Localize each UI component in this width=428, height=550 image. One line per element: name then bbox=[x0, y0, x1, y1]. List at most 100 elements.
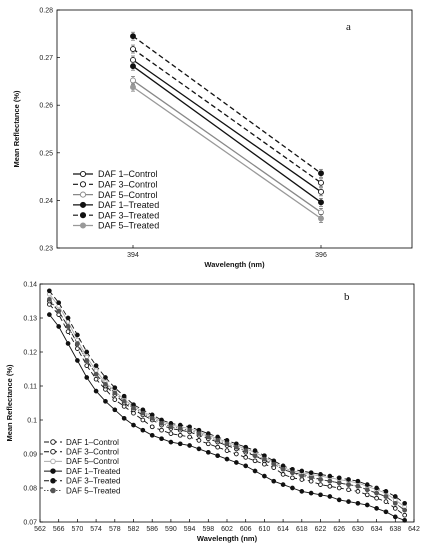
data-point-b bbox=[243, 463, 249, 469]
legend-label-b: DAF 5–Control bbox=[66, 457, 119, 466]
data-point-b bbox=[84, 349, 90, 355]
data-point-b bbox=[327, 473, 333, 479]
x-tick-label-b: 602 bbox=[221, 526, 233, 533]
data-point-b bbox=[243, 455, 249, 460]
x-tick-label-b: 626 bbox=[333, 526, 345, 533]
legend-label-a: DAF 3–Treated bbox=[98, 210, 159, 220]
data-point-b bbox=[280, 466, 286, 472]
data-point-b bbox=[168, 424, 174, 430]
data-point-b bbox=[103, 375, 108, 380]
data-point-b bbox=[196, 438, 202, 443]
x-tick-label-b: 578 bbox=[109, 526, 121, 533]
y-tick-label-a: 0.23 bbox=[39, 246, 53, 253]
legend-marker-a bbox=[79, 181, 87, 188]
y-tick-label-b: 0.11 bbox=[24, 384, 37, 391]
data-point-b bbox=[75, 341, 80, 346]
plot-frame-a bbox=[56, 9, 413, 249]
x-tick-label-b: 606 bbox=[240, 526, 252, 533]
data-point-b bbox=[215, 438, 220, 443]
data-point-b bbox=[290, 470, 295, 476]
data-point-b bbox=[252, 468, 258, 474]
data-point-b bbox=[402, 512, 407, 518]
data-point-b bbox=[262, 456, 267, 462]
data-point-b bbox=[196, 431, 202, 436]
data-point-b bbox=[177, 426, 183, 431]
legend-marker-b bbox=[50, 448, 56, 455]
chart-panel-b: 0.07 0.08 0.09 0.1 0.11 0.12 0.13 0.14 562 566 570… bbox=[5, 282, 420, 544]
data-point-b bbox=[205, 449, 211, 455]
legend-label-b: DAF 3–Control bbox=[66, 448, 119, 457]
x-tick-label-b: 590 bbox=[165, 526, 177, 533]
data-point-b bbox=[346, 477, 351, 482]
series-line-a-2 bbox=[132, 48, 322, 184]
x-tick-label-b: 586 bbox=[146, 526, 158, 533]
data-point-b bbox=[299, 473, 305, 479]
legend-marker-a bbox=[79, 191, 87, 198]
y-tick-label-a: 0.24 bbox=[39, 198, 53, 205]
data-point-b bbox=[75, 358, 80, 363]
legend-marker-b bbox=[50, 478, 56, 484]
panel-label-b: b bbox=[344, 291, 350, 303]
y-tick-label-b: 0.08 bbox=[23, 486, 37, 493]
data-point-b bbox=[65, 341, 71, 346]
data-point-a bbox=[318, 199, 324, 206]
legend-label-a: DAF 1–Control bbox=[98, 169, 158, 179]
data-point-b bbox=[65, 315, 71, 321]
data-point-b bbox=[308, 475, 314, 481]
y-tick-label-a: 0.28 bbox=[39, 8, 53, 15]
data-point-a bbox=[318, 179, 324, 186]
data-point-b bbox=[56, 300, 62, 306]
series-line-b-2 bbox=[49, 300, 405, 511]
y-tick-label-b: 0.14 bbox=[23, 282, 37, 289]
data-point-b bbox=[290, 485, 295, 491]
x-tick-label-b: 610 bbox=[259, 526, 271, 533]
data-point-b bbox=[103, 381, 108, 387]
data-point-b bbox=[308, 490, 314, 496]
data-point-b bbox=[205, 434, 211, 440]
data-point-b bbox=[355, 489, 361, 494]
data-point-b bbox=[392, 514, 398, 520]
data-point-b bbox=[374, 490, 379, 496]
data-point-b bbox=[327, 478, 333, 484]
legend-label-a: DAF 1–Treated bbox=[98, 200, 159, 210]
data-point-b bbox=[299, 489, 305, 494]
data-point-b bbox=[159, 436, 164, 442]
data-point-b bbox=[196, 446, 202, 452]
series-line-a-4 bbox=[132, 65, 322, 203]
y-tick-label-b: 0.09 bbox=[23, 452, 37, 459]
series-line-a-3 bbox=[132, 79, 322, 213]
x-tick-label-b: 634 bbox=[371, 526, 383, 533]
x-tick-label-b: 638 bbox=[389, 526, 401, 533]
x-tick-label-b: 618 bbox=[296, 526, 308, 533]
y-tick-label-a: 0.25 bbox=[39, 150, 53, 157]
data-point-b bbox=[336, 485, 342, 491]
data-point-a bbox=[318, 170, 324, 177]
data-point-b bbox=[177, 441, 183, 447]
data-point-b bbox=[177, 432, 183, 438]
data-point-b bbox=[131, 405, 136, 411]
legend-marker-b bbox=[50, 439, 56, 445]
x-tick-label-b: 566 bbox=[53, 526, 65, 533]
data-point-b bbox=[75, 332, 80, 338]
data-point-b bbox=[280, 482, 286, 487]
data-point-b bbox=[56, 324, 62, 329]
data-point-b bbox=[84, 363, 90, 368]
chart-panel-a: 0.23 0.24 0.25 0.26 0.27 0.28 394 396 Wavelength… bbox=[12, 8, 413, 269]
legend-marker-b bbox=[50, 468, 56, 474]
legend-marker-a bbox=[79, 222, 87, 229]
series-line-a-1 bbox=[132, 59, 322, 193]
data-point-a bbox=[130, 33, 136, 40]
legend-marker-a bbox=[79, 170, 87, 178]
data-point-b bbox=[327, 483, 333, 489]
data-point-b bbox=[131, 422, 136, 428]
data-point-b bbox=[364, 502, 370, 508]
data-point-b bbox=[383, 494, 389, 499]
data-point-b bbox=[121, 415, 127, 421]
data-point-b bbox=[75, 346, 80, 351]
data-point-b bbox=[224, 456, 230, 462]
data-point-b bbox=[103, 398, 108, 404]
series-line-a-6 bbox=[132, 86, 322, 220]
panel-label-a: a bbox=[346, 21, 351, 33]
series-line-a-5 bbox=[132, 35, 322, 174]
data-point-a bbox=[130, 57, 136, 63]
